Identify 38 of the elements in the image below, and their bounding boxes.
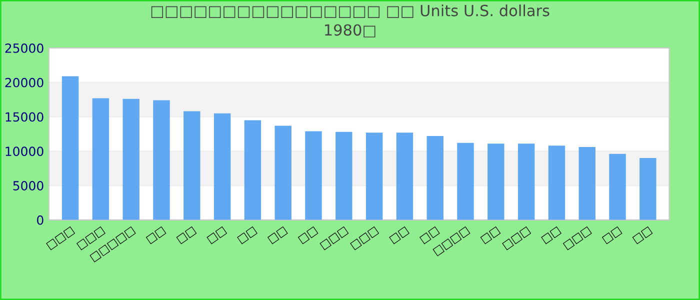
x-tick-label: □□ <box>237 226 258 244</box>
bar <box>548 146 566 220</box>
y-tick-label: 25000 <box>5 43 44 53</box>
y-tick-label: 15000 <box>6 112 44 122</box>
x-tick-label: □□ <box>206 226 228 244</box>
y-tick-label: 0 <box>37 215 44 225</box>
bar <box>153 100 170 220</box>
x-tick-label: □□ <box>602 226 622 244</box>
y-tick-label: 10000 <box>6 146 44 156</box>
bar <box>457 142 474 220</box>
bar <box>609 154 626 220</box>
bar <box>274 126 292 220</box>
bar <box>488 144 504 220</box>
bar <box>640 158 656 220</box>
x-tick-label: □□ <box>146 226 166 244</box>
x-tick-label: □□ <box>541 226 562 244</box>
x-tick-label: □□ <box>480 226 501 244</box>
bar <box>184 111 200 220</box>
x-tick-label: □□ <box>298 226 318 244</box>
bar <box>366 132 383 220</box>
bar <box>426 136 444 220</box>
bar <box>396 132 414 220</box>
bar <box>305 131 322 220</box>
chart-title: □□□□□□□□□□□□□□□□ □□ Units U.S. dollars 1980□ <box>151 4 550 38</box>
x-tick-label: □□ <box>176 226 197 244</box>
bar <box>244 120 262 220</box>
bar <box>214 113 231 220</box>
y-tick-label: 20000 <box>5 78 44 88</box>
bar <box>92 98 110 220</box>
x-tick-label: □□ <box>267 226 288 244</box>
bar <box>518 144 535 220</box>
x-tick-label: □□ <box>632 226 653 244</box>
bar <box>336 132 352 220</box>
y-tick-label: 5000 <box>13 180 44 190</box>
bar <box>62 76 79 220</box>
bar <box>122 98 140 220</box>
bar <box>578 147 596 220</box>
x-tick-label: □□ <box>389 226 410 244</box>
